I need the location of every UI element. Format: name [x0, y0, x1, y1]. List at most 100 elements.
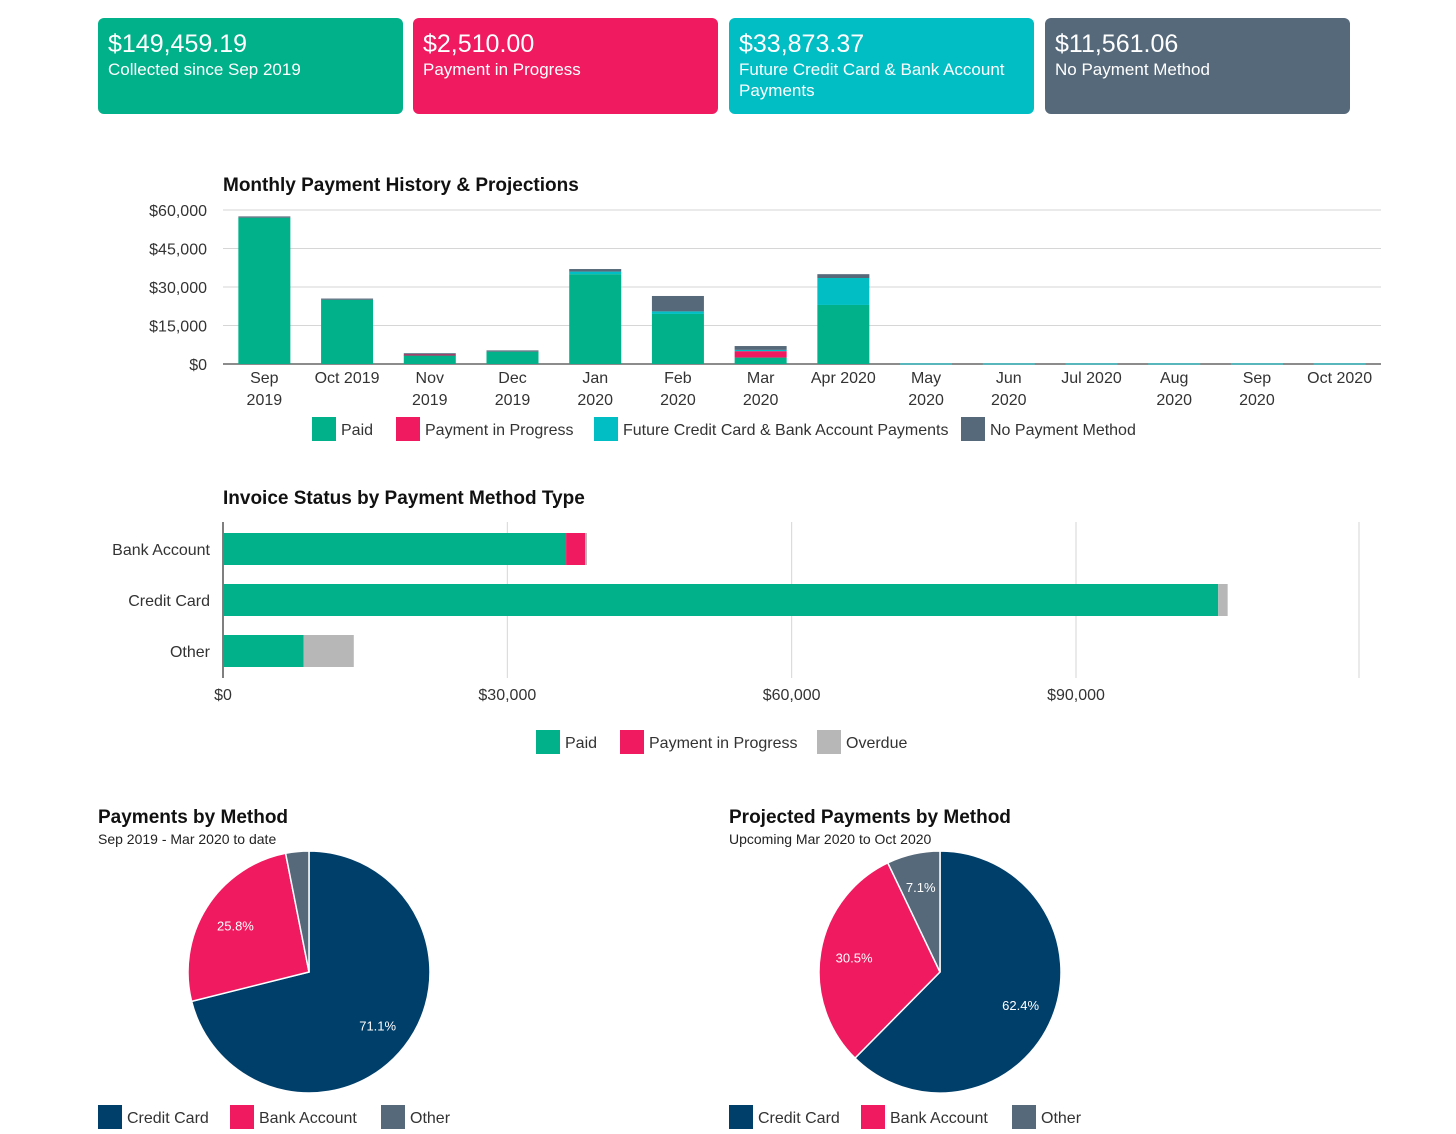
bar — [982, 363, 1035, 365]
x-tick-label: 2020 — [991, 392, 1027, 409]
bar — [734, 351, 787, 358]
pie-label: 30.5% — [836, 951, 873, 966]
card-caption: Future Credit Card & Bank Account Paymen… — [739, 60, 1005, 100]
summary-card-collected: $149,459.19 Collected since Sep 2019 — [98, 18, 403, 114]
legend-swatch — [1012, 1105, 1036, 1129]
card-caption: No Payment Method — [1055, 60, 1210, 79]
pie-slice — [818, 861, 941, 1060]
x-tick-label: 2020 — [908, 392, 944, 409]
bar — [223, 584, 1219, 616]
bar — [566, 533, 586, 565]
x-tick-label: 2020 — [1156, 392, 1192, 409]
bar — [1313, 363, 1366, 365]
summary-card-no-method: $11,561.06 No Payment Method — [1045, 18, 1350, 114]
pie-label: 71.1% — [359, 1019, 396, 1034]
projected-pie-subtitle: Upcoming Mar 2020 to Oct 2020 — [729, 831, 932, 847]
bar — [238, 216, 291, 218]
x-tick-label: $60,000 — [763, 687, 821, 704]
x-tick-label: 2020 — [743, 392, 779, 409]
legend-swatch — [381, 1105, 405, 1129]
card-amount: $2,510.00 — [423, 30, 535, 58]
legend-swatch — [230, 1105, 254, 1129]
bar — [403, 354, 456, 356]
pie-slice — [284, 850, 310, 973]
legend-swatch — [312, 417, 336, 441]
bar — [900, 363, 953, 365]
legend-label: Bank Account — [890, 1110, 988, 1127]
bar — [1148, 363, 1201, 365]
bar — [238, 217, 291, 364]
bar — [569, 271, 622, 275]
bar — [321, 299, 374, 364]
x-tick-label: Dec — [498, 370, 526, 387]
bar — [223, 635, 304, 667]
legend-label: Paid — [341, 422, 373, 439]
x-tick-label: $30,000 — [478, 687, 536, 704]
legend-label: Other — [410, 1110, 451, 1127]
bar — [321, 298, 374, 300]
x-tick-label: May — [911, 370, 941, 387]
payments-pie-title: Payments by Method — [98, 807, 289, 828]
x-tick-label: Jan — [582, 370, 608, 387]
bar — [734, 346, 787, 350]
legend-swatch — [536, 730, 560, 754]
x-tick-label: Feb — [664, 370, 692, 387]
bar — [1230, 363, 1283, 365]
legend-swatch — [817, 730, 841, 754]
bar — [651, 311, 704, 314]
x-tick-label: Oct 2019 — [315, 370, 380, 387]
bar — [651, 295, 704, 312]
x-tick-label: 2020 — [1239, 392, 1275, 409]
y-tick-label: Other — [170, 644, 211, 661]
pie-label: 62.4% — [1002, 998, 1039, 1013]
legend-swatch — [396, 417, 420, 441]
bar — [817, 304, 870, 364]
summary-card-future: $33,873.37 Future Credit Card & Bank Acc… — [729, 18, 1034, 114]
legend-swatch — [98, 1105, 122, 1129]
x-tick-label: 2019 — [495, 392, 531, 409]
monthly-chart-title: Monthly Payment History & Projections — [223, 175, 579, 196]
bar — [486, 351, 539, 364]
bar — [817, 274, 870, 279]
card-amount: $149,459.19 — [108, 30, 248, 58]
y-tick-label: Credit Card — [128, 593, 210, 610]
y-tick-label: $0 — [189, 357, 207, 374]
y-tick-label: $60,000 — [149, 203, 207, 220]
payments-pie-subtitle: Sep 2019 - Mar 2020 to date — [98, 831, 277, 847]
bar — [303, 635, 354, 667]
card-caption: Payment in Progress — [423, 60, 581, 79]
bar — [486, 350, 539, 352]
bar — [223, 533, 567, 565]
y-tick-label: Bank Account — [112, 542, 210, 559]
bar — [403, 355, 456, 364]
pie-label: 7.1% — [906, 880, 936, 895]
y-tick-label: $30,000 — [149, 280, 207, 297]
pie-slice — [187, 852, 310, 1003]
pie-slice — [190, 850, 431, 1094]
card-amount: $33,873.37 — [739, 30, 865, 58]
card-amount: $11,561.06 — [1055, 30, 1179, 58]
x-tick-label: 2019 — [412, 392, 448, 409]
projected-pie-title: Projected Payments by Method — [729, 807, 1011, 828]
legend-label: No Payment Method — [990, 422, 1136, 439]
x-tick-label: $0 — [214, 687, 232, 704]
y-tick-label: $45,000 — [149, 242, 207, 259]
summary-card-in-progress: $2,510.00 Payment in Progress — [413, 18, 718, 114]
x-tick-label: Apr 2020 — [811, 370, 876, 387]
legend-label: Credit Card — [127, 1110, 209, 1127]
x-tick-label: 2020 — [660, 392, 696, 409]
legend-swatch — [620, 730, 644, 754]
legend-swatch — [594, 417, 618, 441]
x-tick-label: Jul 2020 — [1061, 370, 1122, 387]
y-tick-label: $15,000 — [149, 319, 207, 336]
legend-label: Payment in Progress — [649, 735, 798, 752]
legend-label: Future Credit Card & Bank Account Paymen… — [623, 422, 948, 439]
x-tick-label: 2020 — [577, 392, 613, 409]
card-caption: Collected since Sep 2019 — [108, 60, 301, 79]
x-tick-label: Sep — [250, 370, 279, 387]
pie-slice — [886, 850, 941, 973]
legend-swatch — [729, 1105, 753, 1129]
x-tick-label: Oct 2020 — [1307, 370, 1372, 387]
x-tick-label: Nov — [416, 370, 444, 387]
